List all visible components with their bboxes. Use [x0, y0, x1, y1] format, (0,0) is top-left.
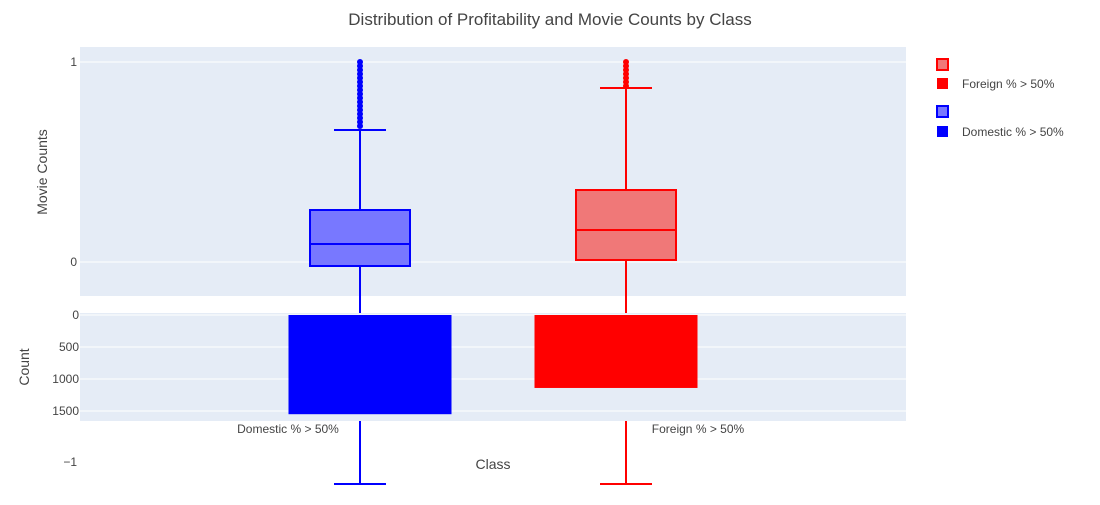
box-iqr [575, 189, 677, 261]
bar-y-tick-label: 1500 [52, 404, 79, 418]
box-y-tick-label: 0 [70, 255, 77, 269]
x-tick-label: Foreign % > 50% [652, 422, 745, 436]
bar-y-tick-label: 1000 [52, 372, 79, 386]
legend[interactable]: Foreign % > 50% Domestic % > 50% [936, 58, 1064, 139]
x-axis-title: Class [475, 456, 510, 472]
box-y-tick-label: −1 [63, 455, 77, 469]
bar-chart-y-ticks: 0 500 1000 1500 [52, 308, 79, 418]
box-trace [309, 59, 411, 485]
box-plot-y-axis-title: Movie Counts [34, 129, 50, 215]
bar-y-tick-label: 0 [72, 308, 79, 322]
legend-label: Foreign % > 50% [962, 77, 1055, 91]
bar-chart-gridlines [80, 314, 906, 412]
bar-plot-area [80, 313, 906, 421]
legend-item[interactable] [936, 105, 949, 118]
chart-title: Distribution of Profitability and Movie … [348, 10, 751, 29]
legend-bar-swatch [937, 78, 948, 89]
box-iqr [309, 209, 411, 267]
legend-item[interactable]: Domestic % > 50% [937, 125, 1064, 139]
outlier-point [357, 59, 363, 65]
legend-item[interactable] [936, 58, 949, 71]
bar-chart-bars [288, 315, 698, 415]
legend-item[interactable]: Foreign % > 50% [937, 77, 1055, 91]
legend-bar-swatch [937, 126, 948, 137]
bar-y-tick-label: 500 [59, 340, 79, 354]
legend-box-swatch [936, 105, 949, 118]
box-plot-y-ticks: −1 0 1 [63, 55, 77, 469]
bar-chart-y-axis-title: Count [16, 348, 32, 385]
x-tick-label: Domestic % > 50% [237, 422, 339, 436]
legend-box-swatch [936, 58, 949, 71]
box-trace [575, 59, 677, 485]
outlier-point [623, 59, 629, 65]
box-plot-area [80, 47, 906, 296]
bar [534, 315, 698, 388]
box-y-tick-label: 1 [70, 55, 77, 69]
legend-label: Domestic % > 50% [962, 125, 1064, 139]
bar [288, 315, 452, 415]
bar-chart-x-ticks: Domestic % > 50% Foreign % > 50% [237, 422, 744, 436]
box-plot-series [309, 59, 677, 485]
box-plot-gridlines [80, 61, 906, 463]
